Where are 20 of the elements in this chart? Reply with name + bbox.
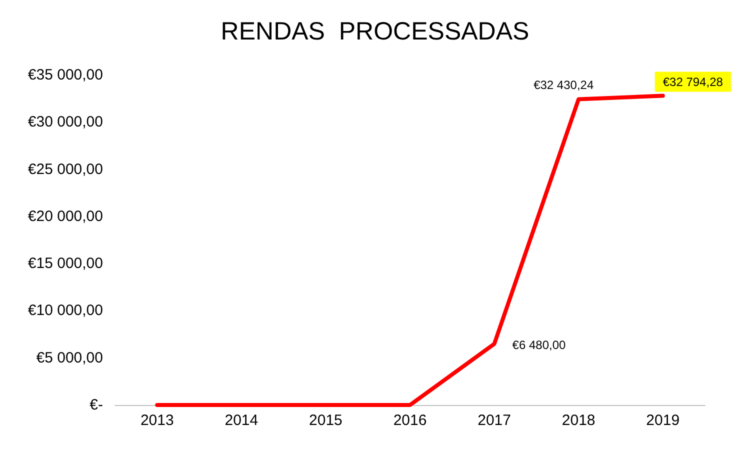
x-tick-label: 2015 xyxy=(309,412,342,429)
y-tick-label: €20 000,00 xyxy=(28,208,103,225)
y-tick-label: €15 000,00 xyxy=(28,255,103,272)
y-tick-label: €25 000,00 xyxy=(28,160,103,178)
data-label: €32 430,24 xyxy=(534,78,594,92)
chart-title: RENDAS PROCESSADAS xyxy=(220,18,530,46)
y-tick-label: €5 000,00 xyxy=(36,349,103,366)
y-tick-label: €10 000,00 xyxy=(28,302,103,320)
data-label: €32 794,28 xyxy=(662,74,724,89)
x-tick-label: 2016 xyxy=(393,412,427,429)
x-tick-label: 2018 xyxy=(562,412,596,429)
x-tick-label: 2013 xyxy=(140,412,174,429)
x-tick-label: 2017 xyxy=(478,412,511,429)
y-tick-label: €- xyxy=(90,396,103,414)
x-tick-label: 2019 xyxy=(646,412,680,429)
y-tick-label: €30 000,00 xyxy=(28,114,103,131)
data-label: €6 480,00 xyxy=(512,338,566,352)
line-series xyxy=(155,94,665,407)
x-tick-label: 2014 xyxy=(224,412,258,429)
y-tick-label: €35 000,00 xyxy=(28,66,103,84)
